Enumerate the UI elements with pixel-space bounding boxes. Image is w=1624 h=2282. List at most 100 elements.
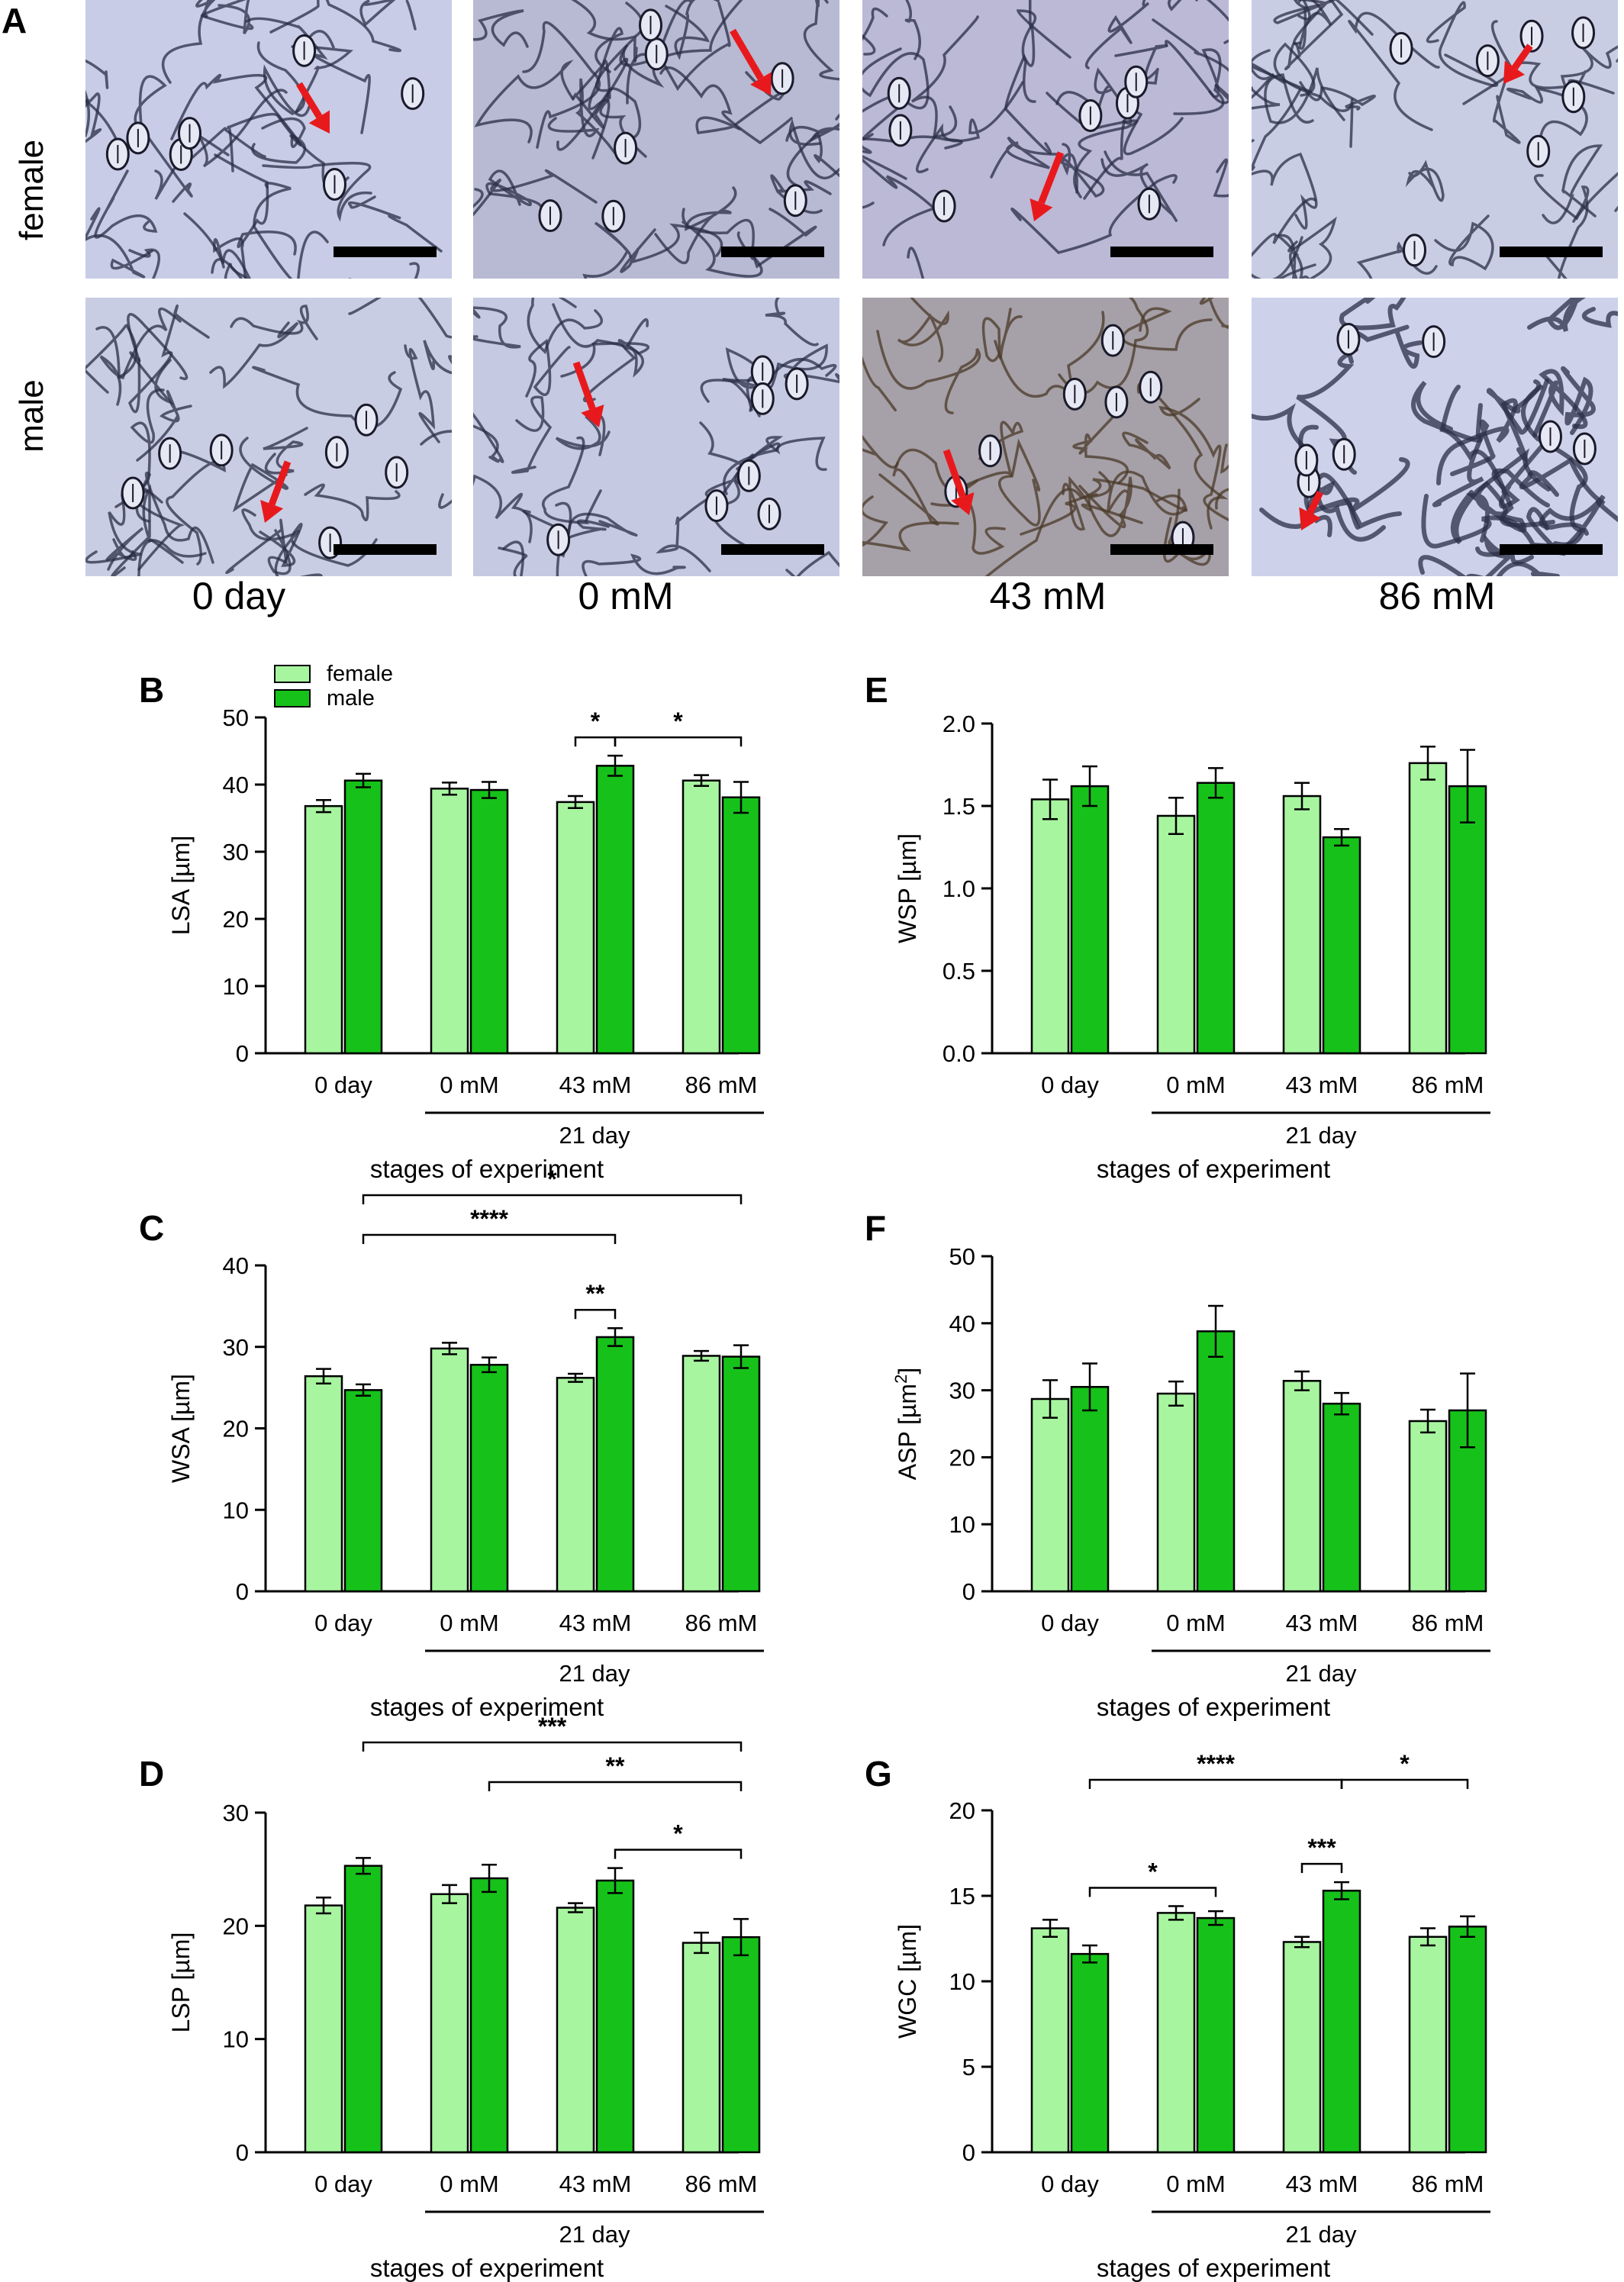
significance-bracket: [614, 736, 743, 747]
panel-letter-e: E: [865, 670, 888, 710]
y-axis-label: LSP [µm]: [167, 1932, 195, 2033]
panel-letter-a: A: [2, 1, 27, 40]
significance-label: ****: [1197, 1750, 1235, 1778]
x-tick-label: 0 mM: [440, 2171, 499, 2197]
y-tick-label: 20: [223, 906, 249, 933]
y-tick-label: 10: [223, 2026, 249, 2053]
group-label: 21 day: [559, 1122, 630, 1149]
significance-label: *: [547, 1165, 557, 1193]
x-axis-label: stages of experiment: [1097, 2254, 1330, 2282]
column-label-43-mm: 43 mM: [989, 575, 1107, 617]
x-axis-label: stages of experiment: [1097, 1155, 1330, 1183]
x-tick-label: 43 mM: [559, 1072, 632, 1098]
bar-female: [1030, 798, 1070, 1055]
group-label: 21 day: [1285, 1660, 1357, 1687]
group-label: 21 day: [1285, 2221, 1357, 2248]
significance-bracket: [1088, 1778, 1343, 1789]
micrograph-male-1: [473, 298, 839, 576]
column-label-86-mm: 86 mM: [1378, 575, 1496, 617]
significance-bracket: [488, 1781, 743, 1791]
bar-female: [304, 1375, 343, 1593]
chart-F: F 0 10 20 30 40 50 ASP [µm2] 0 day 0 mM 43 mM 86 mM…: [865, 1208, 1490, 1721]
x-tick-label: 86 mM: [1412, 1610, 1484, 1636]
y-tick-label: 40: [223, 772, 249, 798]
bar-male: [721, 796, 761, 1055]
bar-female: [1156, 814, 1196, 1055]
significance-bracket: [1088, 1887, 1217, 1897]
y-tick-label: 0: [236, 1040, 249, 1067]
chart-B: B 0 10 20 30 40 50 LSA [µm] 0 day 0 mM 43 mM 86 mM 2…: [139, 662, 764, 1183]
significance-bracket: [614, 1848, 743, 1859]
y-tick-label: 0: [236, 2139, 249, 2166]
bar-female: [1408, 762, 1448, 1055]
x-tick-label: 0 day: [1041, 1072, 1099, 1098]
significance-label: ****: [470, 1205, 508, 1233]
bar-female: [1282, 1380, 1322, 1593]
bar-female: [1030, 1397, 1070, 1593]
y-tick-label: 0: [236, 1578, 249, 1605]
bar-male: [343, 1865, 383, 2154]
significance-bracket: [362, 1233, 617, 1244]
panel-letter-g: G: [865, 1754, 892, 1794]
y-tick-label: 40: [223, 1252, 249, 1279]
micrograph-male-3: [1252, 298, 1618, 576]
bar-female: [1408, 1936, 1448, 2154]
legend-label-male: male: [327, 686, 375, 711]
significance-label: **: [586, 1280, 605, 1307]
y-tick-label: 1.5: [942, 793, 975, 820]
y-tick-label: 0: [962, 2139, 975, 2166]
x-tick-label: 0 day: [1041, 1610, 1099, 1636]
x-axis-label: stages of experiment: [370, 1693, 604, 1721]
x-tick-label: 86 mM: [685, 2171, 758, 2197]
x-tick-label: 0 mM: [1166, 1072, 1226, 1098]
micrograph-female-2: [862, 0, 1229, 279]
significance-label: *: [1400, 1750, 1410, 1778]
y-tick-label: 10: [949, 1968, 975, 1995]
chart-E: E 0.0 0.5 1.0 1.5 2.0 WSP [µm] 0 day 0 mM 43 mM 86…: [865, 670, 1490, 1183]
significance-bracket: [1340, 1778, 1469, 1789]
bar-male: [1196, 1330, 1236, 1593]
y-tick-label: 5: [962, 2054, 975, 2081]
bar-female: [430, 788, 469, 1055]
x-tick-label: 43 mM: [1286, 1072, 1358, 1098]
significance-label: ***: [1307, 1834, 1336, 1861]
micrograph-male-0: [85, 298, 452, 576]
y-tick-label: 10: [223, 1497, 249, 1523]
significance-label: **: [606, 1752, 625, 1780]
y-tick-label: 30: [223, 839, 249, 865]
bar-male: [1196, 1916, 1236, 2154]
significance-bracket: [574, 736, 617, 747]
x-tick-label: 43 mM: [1286, 1610, 1358, 1636]
x-tick-label: 0 day: [1041, 2171, 1099, 2197]
micrograph-male-2: [862, 298, 1229, 576]
y-tick-label: 20: [949, 1797, 975, 1824]
y-tick-label: 0.0: [942, 1040, 975, 1067]
significance-bracket: [362, 1194, 743, 1204]
x-axis-label: stages of experiment: [370, 1155, 604, 1183]
chart-D: D 0 10 20 30 LSP [µm] 0 day 0 mM 43 mM 86 mM 21 da…: [139, 1713, 764, 2282]
bar-female: [430, 1347, 469, 1593]
bar-female: [556, 1377, 595, 1593]
bar-male: [1448, 785, 1487, 1055]
panel-letter-d: D: [139, 1754, 164, 1794]
x-tick-label: 86 mM: [685, 1072, 758, 1098]
panel-letter-c: C: [139, 1208, 164, 1248]
bar-female: [430, 1893, 469, 2154]
bar-female: [682, 1355, 721, 1593]
y-axis-label: ASP [µm2]: [891, 1368, 921, 1480]
x-tick-label: 86 mM: [1412, 2171, 1484, 2197]
significance-label: *: [673, 1820, 683, 1848]
y-tick-label: 10: [949, 1511, 975, 1538]
bar-male: [595, 1336, 635, 1593]
x-tick-label: 86 mM: [685, 1610, 758, 1636]
bar-male: [721, 1936, 761, 2154]
x-tick-label: 0 mM: [440, 1610, 499, 1636]
bar-female: [304, 804, 343, 1055]
micrograph-female-1: [473, 0, 839, 279]
significance-label: *: [591, 707, 601, 735]
y-tick-label: 15: [949, 1883, 975, 1910]
bar-male: [1322, 836, 1361, 1055]
bar-female: [556, 801, 595, 1055]
significance-bracket: [574, 1308, 617, 1320]
y-tick-label: 20: [949, 1444, 975, 1471]
